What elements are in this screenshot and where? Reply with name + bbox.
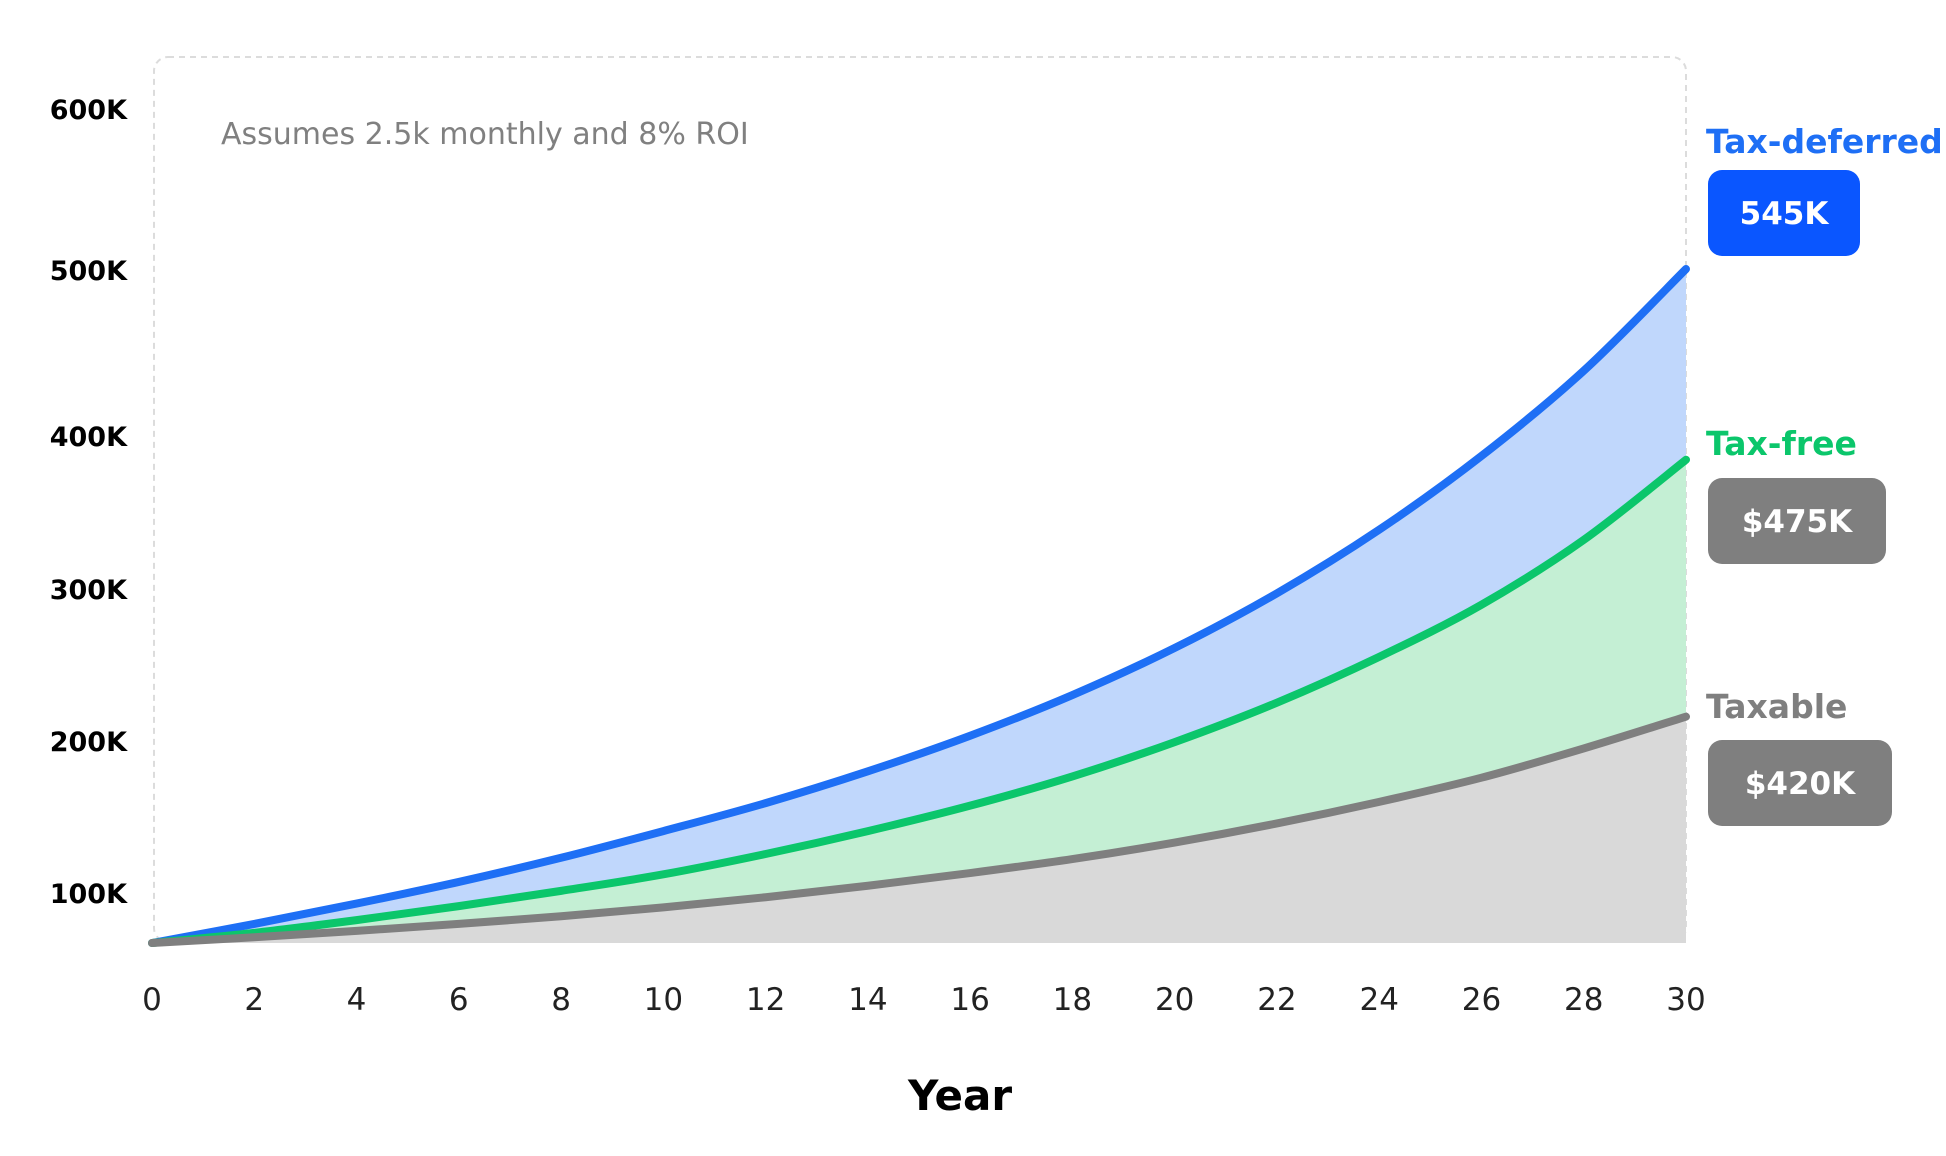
y-axis-ticks: 100K 200K 300K 400K 500K 600K — [50, 95, 128, 910]
line-tax-free — [148, 455, 1690, 947]
x-tick-label: 22 — [1257, 982, 1296, 1018]
x-tick-label: 0 — [142, 982, 162, 1018]
plot-frame — [153, 56, 1687, 943]
y-tick-label: 100K — [50, 879, 128, 910]
series-lines — [148, 265, 1690, 947]
x-tick-label: 28 — [1564, 982, 1603, 1018]
y-tick-label: 400K — [50, 422, 128, 453]
area-taxable — [152, 716, 1686, 943]
badge-tax-deferred — [1708, 170, 1860, 256]
y-tick-label: 500K — [50, 256, 128, 287]
x-tick-label: 20 — [1155, 982, 1194, 1018]
x-tick-label: 14 — [848, 982, 887, 1018]
line-taxable — [148, 712, 1690, 947]
x-tick-label: 18 — [1053, 982, 1092, 1018]
series-areas — [152, 269, 1686, 943]
x-axis-ticks: 0 2 4 6 8 10 12 14 16 18 20 22 24 26 28 30 — [142, 982, 1706, 1018]
series-end-labels: Tax-deferred 545K Tax-free $475K Taxable $420… — [1706, 122, 1943, 826]
label-taxable: Taxable — [1706, 687, 1847, 726]
badge-tax-free — [1708, 478, 1886, 564]
badge-value-tax-deferred: 545K — [1740, 196, 1830, 232]
x-tick-label: 16 — [950, 982, 989, 1018]
x-axis-title: Year — [907, 1071, 1012, 1120]
x-tick-label: 10 — [644, 982, 683, 1018]
badge-value-tax-free: $475K — [1742, 504, 1853, 540]
x-tick-label: 6 — [449, 982, 469, 1018]
y-tick-label: 200K — [50, 727, 128, 758]
x-tick-label: 12 — [746, 982, 785, 1018]
x-tick-label: 24 — [1359, 982, 1398, 1018]
y-tick-label: 300K — [50, 575, 128, 606]
assumption-note: Assumes 2.5k monthly and 8% ROI — [221, 117, 749, 152]
x-tick-label: 2 — [244, 982, 264, 1018]
badge-taxable — [1708, 740, 1892, 826]
badge-value-taxable: $420K — [1745, 766, 1856, 802]
x-tick-label: 8 — [551, 982, 571, 1018]
line-tax-deferred — [148, 265, 1690, 947]
y-tick-label: 600K — [50, 95, 128, 126]
x-tick-label: 26 — [1462, 982, 1501, 1018]
x-tick-label: 4 — [347, 982, 367, 1018]
x-tick-label: 30 — [1666, 982, 1705, 1018]
label-tax-free: Tax-free — [1706, 424, 1857, 463]
label-tax-deferred: Tax-deferred — [1706, 122, 1943, 161]
